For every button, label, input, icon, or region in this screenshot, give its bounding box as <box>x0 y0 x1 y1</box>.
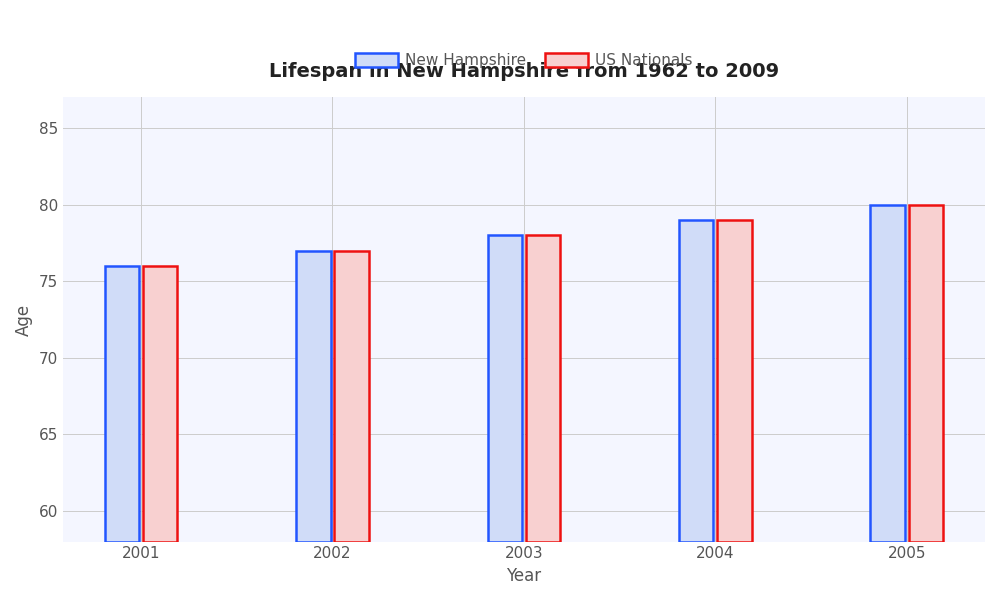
Bar <box>488 235 522 542</box>
Bar <box>334 251 369 542</box>
Title: Lifespan in New Hampshire from 1962 to 2009: Lifespan in New Hampshire from 1962 to 2… <box>269 62 779 80</box>
Bar <box>870 205 905 542</box>
Bar <box>909 205 943 542</box>
Bar <box>679 220 713 542</box>
Legend: New Hampshire, US Nationals: New Hampshire, US Nationals <box>349 47 699 74</box>
Bar <box>143 266 177 542</box>
Bar <box>526 235 560 542</box>
Bar <box>105 266 139 542</box>
Bar <box>717 220 752 542</box>
Y-axis label: Age: Age <box>15 304 33 335</box>
Bar <box>296 251 331 542</box>
X-axis label: Year: Year <box>506 567 541 585</box>
